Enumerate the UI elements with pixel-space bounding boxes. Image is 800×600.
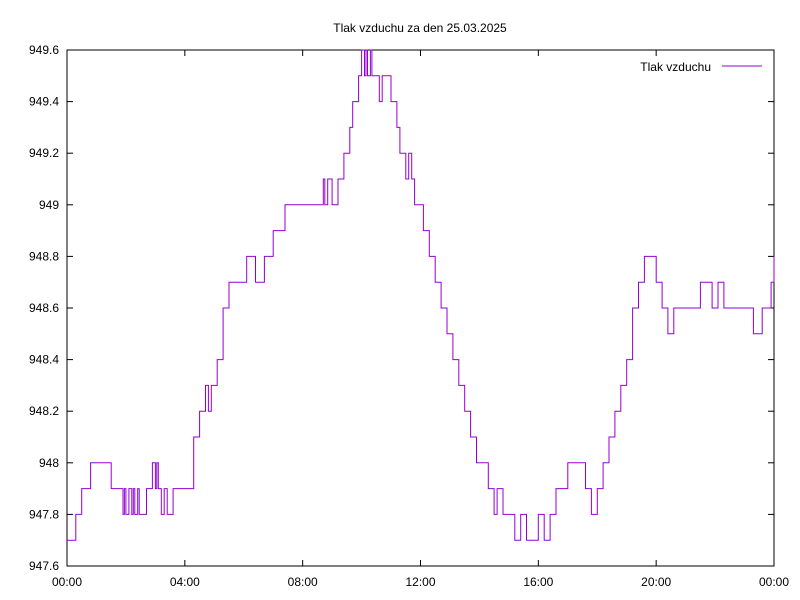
x-axis-ticks: 00:00 04:00 08:00 12:00 16:00 20:00 00:00 xyxy=(52,50,789,589)
x-tick-label: 04:00 xyxy=(170,575,200,589)
x-tick-label: 08:00 xyxy=(288,575,318,589)
y-tick-label: 949 xyxy=(39,198,59,212)
y-tick-label: 948.6 xyxy=(29,301,59,315)
y-tick-label: 948.4 xyxy=(29,353,59,367)
x-tick-label: 00:00 xyxy=(759,575,789,589)
x-tick-label: 00:00 xyxy=(52,575,82,589)
legend-label: Tlak vzduchu xyxy=(640,60,711,74)
y-tick-label: 949.2 xyxy=(29,146,59,160)
x-tick-label: 16:00 xyxy=(523,575,553,589)
y-tick-label: 949.6 xyxy=(29,43,59,57)
legend: Tlak vzduchu xyxy=(640,60,762,74)
series-line-tlak-vzduchu xyxy=(67,49,775,541)
x-tick-label: 12:00 xyxy=(405,575,435,589)
y-tick-label: 947.8 xyxy=(29,507,59,521)
y-tick-label: 948.2 xyxy=(29,404,59,418)
y-axis-ticks: 947.6 947.8 948 948.2 948.4 948.6 948.8 949 949.… xyxy=(29,43,774,573)
y-tick-label: 948.8 xyxy=(29,249,59,263)
series-layer xyxy=(67,49,775,541)
y-tick-label: 949.4 xyxy=(29,95,59,109)
x-tick-label: 20:00 xyxy=(641,575,671,589)
y-tick-label: 948 xyxy=(39,456,59,470)
chart-title: Tlak vzduchu za den 25.03.2025 xyxy=(333,21,507,35)
y-tick-label: 947.6 xyxy=(29,559,59,573)
